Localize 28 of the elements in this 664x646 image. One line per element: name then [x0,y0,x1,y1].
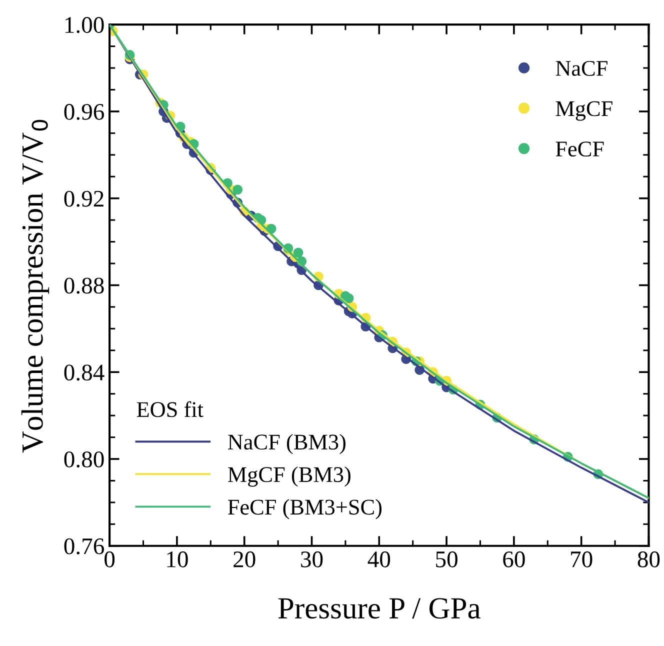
point [344,293,354,304]
legend-title: EOS fit [136,401,204,418]
y-tick-label: 0.92 [64,190,104,207]
x-tick-label: 70 [571,551,592,568]
x-tick-label: 60 [503,551,525,568]
y-tick-label: 0.88 [64,278,104,294]
legend-label: NaCF [556,60,608,76]
legend-label: NaCF (BM3) [228,434,346,454]
point [293,248,304,258]
x-tick-label: 80 [638,551,660,568]
x-tick-label: 0 [104,551,115,568]
y-tick-label: 0.76 [64,538,104,554]
x-tick-label: 30 [301,551,323,568]
y-axis-title: Volume compression V/V$_{0}$ [21,120,50,453]
y-tick-label: 0.96 [64,104,104,120]
legend-label: MgCF (BM3) [228,466,350,487]
x-tick-label: 50 [436,551,458,568]
x-tick-label: 40 [368,551,390,568]
legend-label: FeCF (BM3+SC) [228,499,382,520]
point [232,184,243,195]
x-tick-label: 20 [234,551,256,568]
legend-label: FeCF [556,142,604,157]
y-tick-label: 0.84 [64,364,104,381]
y-tick-label: 1.00 [65,17,104,34]
x-tick-label: 10 [167,551,188,568]
y-tick-label: 0.80 [64,451,104,468]
legend-label: MgCF [556,101,612,121]
x-axis-title: Pressure P / GPa [278,598,480,619]
